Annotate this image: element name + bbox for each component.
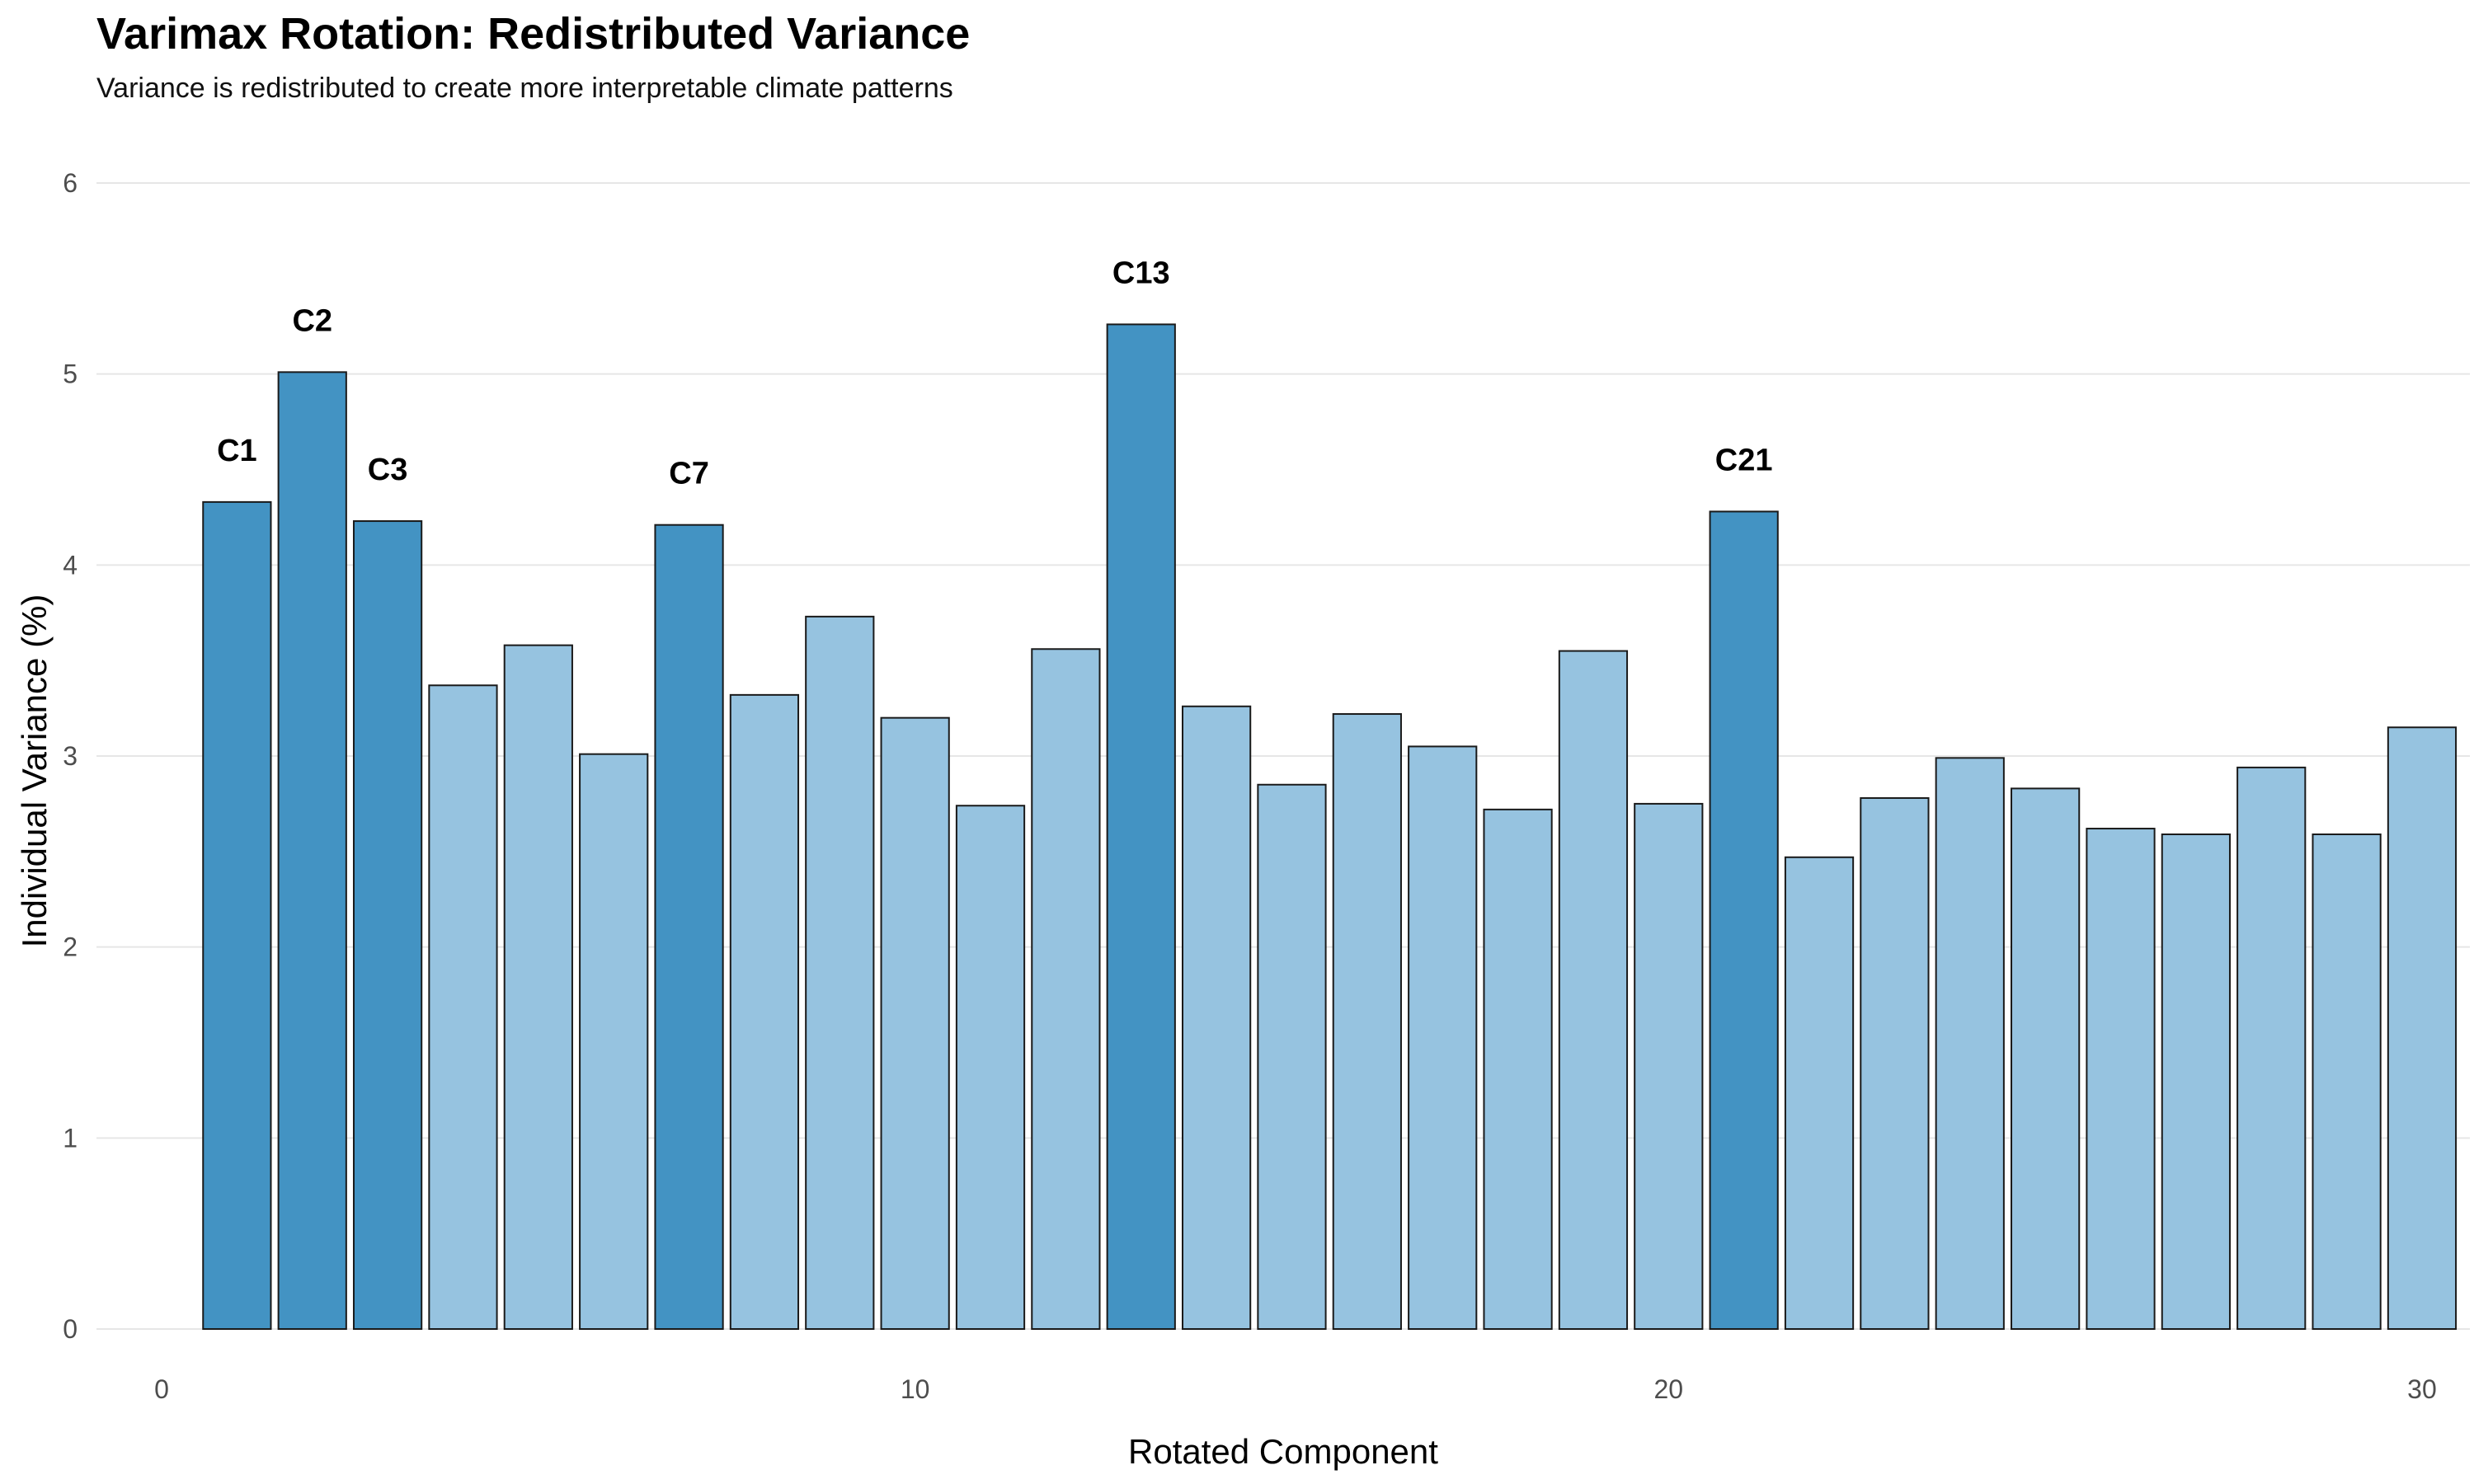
bar-component-10 [880, 716, 950, 1330]
bar-component-23 [1860, 796, 1930, 1330]
bar-component-7 [654, 524, 724, 1330]
bar-component-5 [503, 644, 573, 1330]
y-tick-label: 6 [63, 168, 78, 198]
bar-component-4 [428, 684, 498, 1330]
bar-component-27 [2161, 833, 2231, 1330]
chart-title: Varimax Rotation: Redistributed Variance [96, 9, 971, 59]
x-tick-label: 10 [901, 1374, 930, 1404]
x-tick-label: 0 [154, 1374, 169, 1404]
bar-component-15 [1257, 783, 1327, 1330]
bar-component-14 [1181, 705, 1252, 1330]
bar-component-13 [1106, 323, 1176, 1330]
bar-component-24 [1935, 757, 2005, 1330]
bar-component-9 [805, 615, 875, 1330]
y-tick-label: 3 [63, 741, 78, 771]
bar-component-16 [1332, 713, 1402, 1330]
bar-component-18 [1483, 808, 1553, 1330]
x-tick-label: 20 [1654, 1374, 1684, 1404]
bar-label-c3: C3 [368, 453, 408, 487]
bar-label-c7: C7 [669, 457, 709, 491]
bar-component-28 [2236, 766, 2307, 1330]
bar-component-22 [1784, 856, 1855, 1330]
bar-label-c1: C1 [217, 434, 257, 468]
bar-component-1 [202, 500, 272, 1330]
x-axis-ticks: 0 10 20 30 [154, 1374, 2437, 1404]
bar-component-3 [352, 520, 423, 1330]
bar-label-c21: C21 [1715, 443, 1773, 477]
bar-component-21 [1709, 510, 1779, 1330]
bar-labels: C1 C2 C3 C7 C13 C21 [217, 256, 1772, 491]
bar-component-8 [729, 693, 800, 1330]
bar-component-17 [1408, 745, 1478, 1330]
y-tick-label: 2 [63, 932, 78, 962]
bar-component-2 [277, 371, 347, 1331]
bar-component-29 [2312, 833, 2382, 1330]
bar-component-12 [1031, 648, 1101, 1330]
chart-subtitle: Variance is redistributed to create more… [96, 73, 953, 104]
bar-component-19 [1558, 650, 1629, 1330]
bar-label-c2: C2 [292, 303, 332, 338]
x-tick-label: 30 [2407, 1374, 2437, 1404]
y-tick-label: 5 [63, 359, 78, 389]
bar-component-30 [2387, 726, 2458, 1330]
bar-component-6 [579, 753, 649, 1330]
y-tick-label: 4 [63, 550, 78, 580]
bar-component-20 [1634, 802, 1704, 1330]
bar-label-c13: C13 [1112, 256, 1170, 290]
y-axis-title: Individual Variance (%) [15, 594, 54, 948]
bars [202, 323, 2458, 1331]
x-axis-title: Rotated Component [1128, 1432, 1438, 1471]
bar-component-26 [2086, 828, 2156, 1330]
y-axis-ticks: 0 1 2 3 4 5 6 [63, 168, 78, 1344]
bar-component-25 [2011, 787, 2081, 1330]
y-tick-label: 1 [63, 1123, 78, 1153]
bar-component-11 [955, 805, 1026, 1330]
y-tick-label: 0 [63, 1314, 78, 1344]
